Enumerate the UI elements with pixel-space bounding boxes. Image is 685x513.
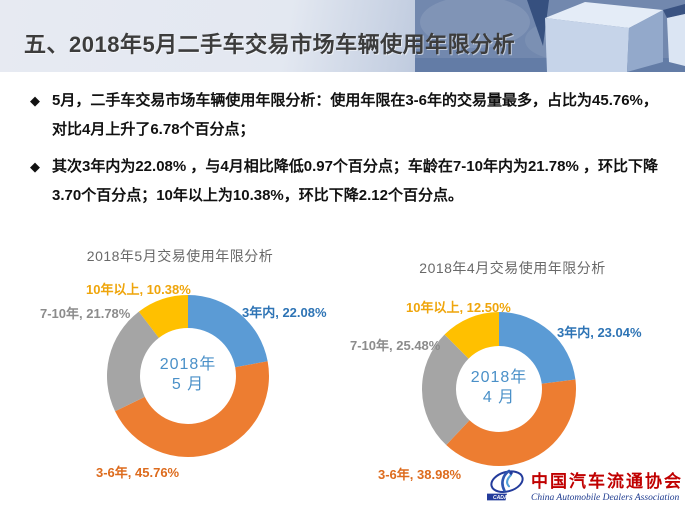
slide-header: 五、2018年5月二手车交易市场车辆使用年限分析 <box>0 0 685 72</box>
diamond-bullet-icon: ◆ <box>30 159 40 174</box>
chart-title: 2018年5月交易使用年限分析 <box>86 248 274 264</box>
donut-slice-1 <box>115 361 269 457</box>
cube-top-face <box>545 2 663 28</box>
cada-emblem-icon: CADA <box>487 469 524 501</box>
emblem-ring <box>490 470 524 493</box>
slice-label: 10年以上, 12.50% <box>406 300 511 315</box>
center-line-month: 4 月 <box>482 389 516 406</box>
slice-label: 3-6年, 38.98% <box>378 467 462 482</box>
donut-slice-2 <box>421 334 470 446</box>
association-name-cn: 中国汽车流通协会 <box>531 472 683 491</box>
emblem-figure-stroke <box>506 474 512 488</box>
slice-label: 3年内, 23.04% <box>557 325 642 340</box>
page-title: 五、2018年5月二手车交易市场车辆使用年限分析 <box>24 32 516 57</box>
cube-side-face <box>627 10 663 72</box>
slice-label: 3-6年, 45.76% <box>96 465 180 480</box>
map-blob <box>420 0 530 48</box>
slice-label: 7-10年, 21.78% <box>40 306 131 321</box>
header-cubes-art <box>415 0 685 72</box>
bullet-item: ◆ 其次3年内为22.08% ，与4月相比降低0.97个百分点；车龄在7-10年… <box>30 152 658 210</box>
emblem-banner <box>487 493 507 501</box>
chart-title: 2018年4月交易使用年限分析 <box>419 260 606 276</box>
cada-acronym: CADA <box>493 495 508 501</box>
bullet-text: 其次3年内为22.08% ，与4月相比降低0.97个百分点；车龄在7-10年内为… <box>52 158 658 204</box>
donut-chart-april: 2018年4月交易使用年限分析 2018年 4 月 3年内, 23.04% 3-… <box>345 250 680 495</box>
donut-chart-may: 2018年5月交易使用年限分析 2018年 5 月 3年内, 22.08% 3-… <box>20 238 340 492</box>
diamond-bullet-icon: ◆ <box>30 93 40 108</box>
association-name-en: China Automobile Dealers Association <box>531 493 680 503</box>
cada-logo: CADA 中国汽车流通协会 China Automobile Dealers A… <box>487 460 683 510</box>
donut-center-label: 2018年 5 月 <box>128 355 248 395</box>
slice-label: 3年内, 22.08% <box>242 305 327 320</box>
center-line-year: 2018年 <box>470 369 528 386</box>
donut-plot <box>421 312 577 466</box>
cube-partial-face <box>667 14 685 66</box>
donut-slice-3 <box>444 312 499 359</box>
slice-label: 7-10年, 25.48% <box>350 338 441 353</box>
donut-slice-1 <box>446 379 577 466</box>
summary-bullets: ◆ 5月，二手车交易市场车辆使用年限分析：使用年限在3-6年的交易量最多，占比为… <box>30 86 658 218</box>
donut-slice-0 <box>188 295 268 368</box>
emblem-dot <box>509 471 513 475</box>
cube-shadow <box>663 4 685 18</box>
donut-slice-3 <box>138 295 188 338</box>
center-line-year: 2018年 <box>159 356 217 373</box>
donut-center-label: 2018年 4 月 <box>439 368 559 408</box>
donut-slice-0 <box>499 312 576 384</box>
donut-plot <box>107 295 269 457</box>
center-line-month: 5 月 <box>171 376 205 393</box>
cube-front-face <box>545 18 629 72</box>
bullet-text: 5月，二手车交易市场车辆使用年限分析：使用年限在3-6年的交易量最多，占比为45… <box>52 92 658 138</box>
cube-shadow <box>527 0 549 46</box>
logo-text: 中国汽车流通协会 China Automobile Dealers Associ… <box>531 467 683 503</box>
emblem-figure-stroke <box>501 469 511 492</box>
bullet-item: ◆ 5月，二手车交易市场车辆使用年限分析：使用年限在3-6年的交易量最多，占比为… <box>30 86 658 144</box>
donut-slice-2 <box>107 311 159 412</box>
slice-label: 10年以上, 10.38% <box>86 282 191 297</box>
